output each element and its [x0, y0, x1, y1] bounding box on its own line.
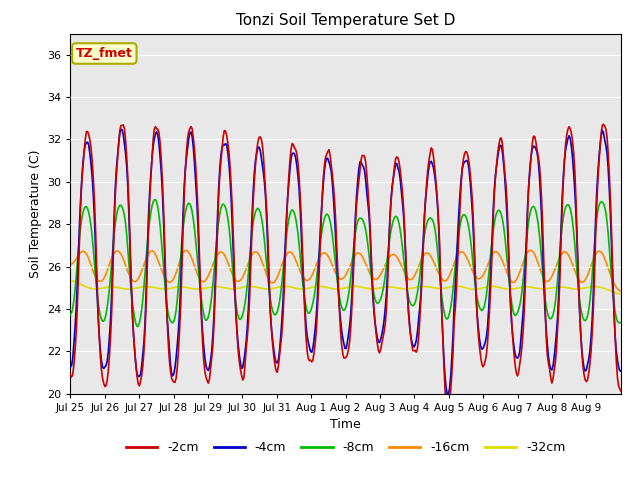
Title: Tonzi Soil Temperature Set D: Tonzi Soil Temperature Set D [236, 13, 455, 28]
X-axis label: Time: Time [330, 418, 361, 431]
Legend: -2cm, -4cm, -8cm, -16cm, -32cm: -2cm, -4cm, -8cm, -16cm, -32cm [121, 436, 570, 459]
Y-axis label: Soil Temperature (C): Soil Temperature (C) [29, 149, 42, 278]
Text: TZ_fmet: TZ_fmet [76, 47, 132, 60]
